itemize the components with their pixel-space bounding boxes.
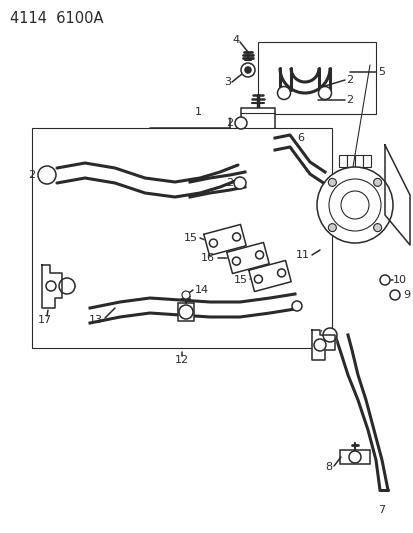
Bar — [178, 303, 194, 321]
Polygon shape — [311, 330, 334, 360]
Text: 13: 13 — [89, 315, 103, 325]
Text: 1: 1 — [195, 107, 202, 117]
Text: 5: 5 — [377, 67, 384, 77]
Bar — [338, 155, 346, 167]
Text: 7: 7 — [377, 505, 385, 515]
Circle shape — [318, 86, 331, 100]
Circle shape — [277, 269, 285, 277]
Bar — [362, 155, 370, 167]
Circle shape — [182, 291, 190, 299]
Circle shape — [291, 301, 301, 311]
Circle shape — [255, 251, 263, 259]
Circle shape — [328, 224, 335, 232]
Text: 12: 12 — [175, 355, 189, 365]
Text: 6: 6 — [296, 133, 303, 143]
Circle shape — [46, 281, 56, 291]
Text: 2: 2 — [225, 178, 233, 188]
Circle shape — [328, 179, 380, 231]
Circle shape — [254, 275, 262, 283]
Circle shape — [178, 305, 192, 319]
Text: 7: 7 — [314, 330, 321, 340]
Polygon shape — [384, 145, 409, 245]
Bar — [346, 155, 354, 167]
Circle shape — [59, 278, 75, 294]
Circle shape — [38, 166, 56, 184]
Text: 2: 2 — [225, 118, 233, 128]
Text: 10: 10 — [392, 275, 406, 285]
Circle shape — [209, 239, 217, 247]
Text: 17: 17 — [38, 315, 52, 325]
Bar — [354, 155, 362, 167]
Text: 4: 4 — [231, 35, 239, 45]
Circle shape — [348, 451, 360, 463]
Circle shape — [373, 179, 381, 187]
Circle shape — [328, 179, 335, 187]
Bar — [240, 108, 274, 162]
Circle shape — [232, 233, 240, 241]
Circle shape — [244, 67, 250, 73]
Text: 15: 15 — [233, 275, 247, 285]
Text: 11: 11 — [295, 250, 309, 260]
Text: 3: 3 — [223, 77, 230, 87]
Text: 16: 16 — [201, 253, 214, 263]
Polygon shape — [248, 261, 290, 292]
Bar — [32, 128, 331, 348]
Circle shape — [240, 63, 254, 77]
Circle shape — [316, 167, 392, 243]
Circle shape — [232, 257, 240, 265]
Text: 2: 2 — [345, 95, 352, 105]
Circle shape — [277, 86, 290, 100]
Polygon shape — [42, 265, 62, 308]
Bar — [339, 450, 369, 464]
Text: 15: 15 — [183, 233, 197, 243]
Circle shape — [340, 191, 368, 219]
Circle shape — [235, 117, 247, 129]
Circle shape — [373, 224, 381, 232]
Circle shape — [379, 275, 389, 285]
Circle shape — [233, 177, 245, 189]
Text: 4114  6100A: 4114 6100A — [10, 11, 103, 26]
Bar — [257, 42, 375, 114]
Polygon shape — [226, 243, 268, 273]
Text: 2: 2 — [28, 170, 35, 180]
Circle shape — [322, 328, 336, 342]
Text: 2: 2 — [345, 75, 352, 85]
Polygon shape — [203, 224, 246, 255]
Text: 14: 14 — [195, 285, 209, 295]
Circle shape — [313, 339, 325, 351]
Text: 9: 9 — [402, 290, 409, 300]
Circle shape — [389, 290, 399, 300]
Text: 8: 8 — [324, 462, 331, 472]
